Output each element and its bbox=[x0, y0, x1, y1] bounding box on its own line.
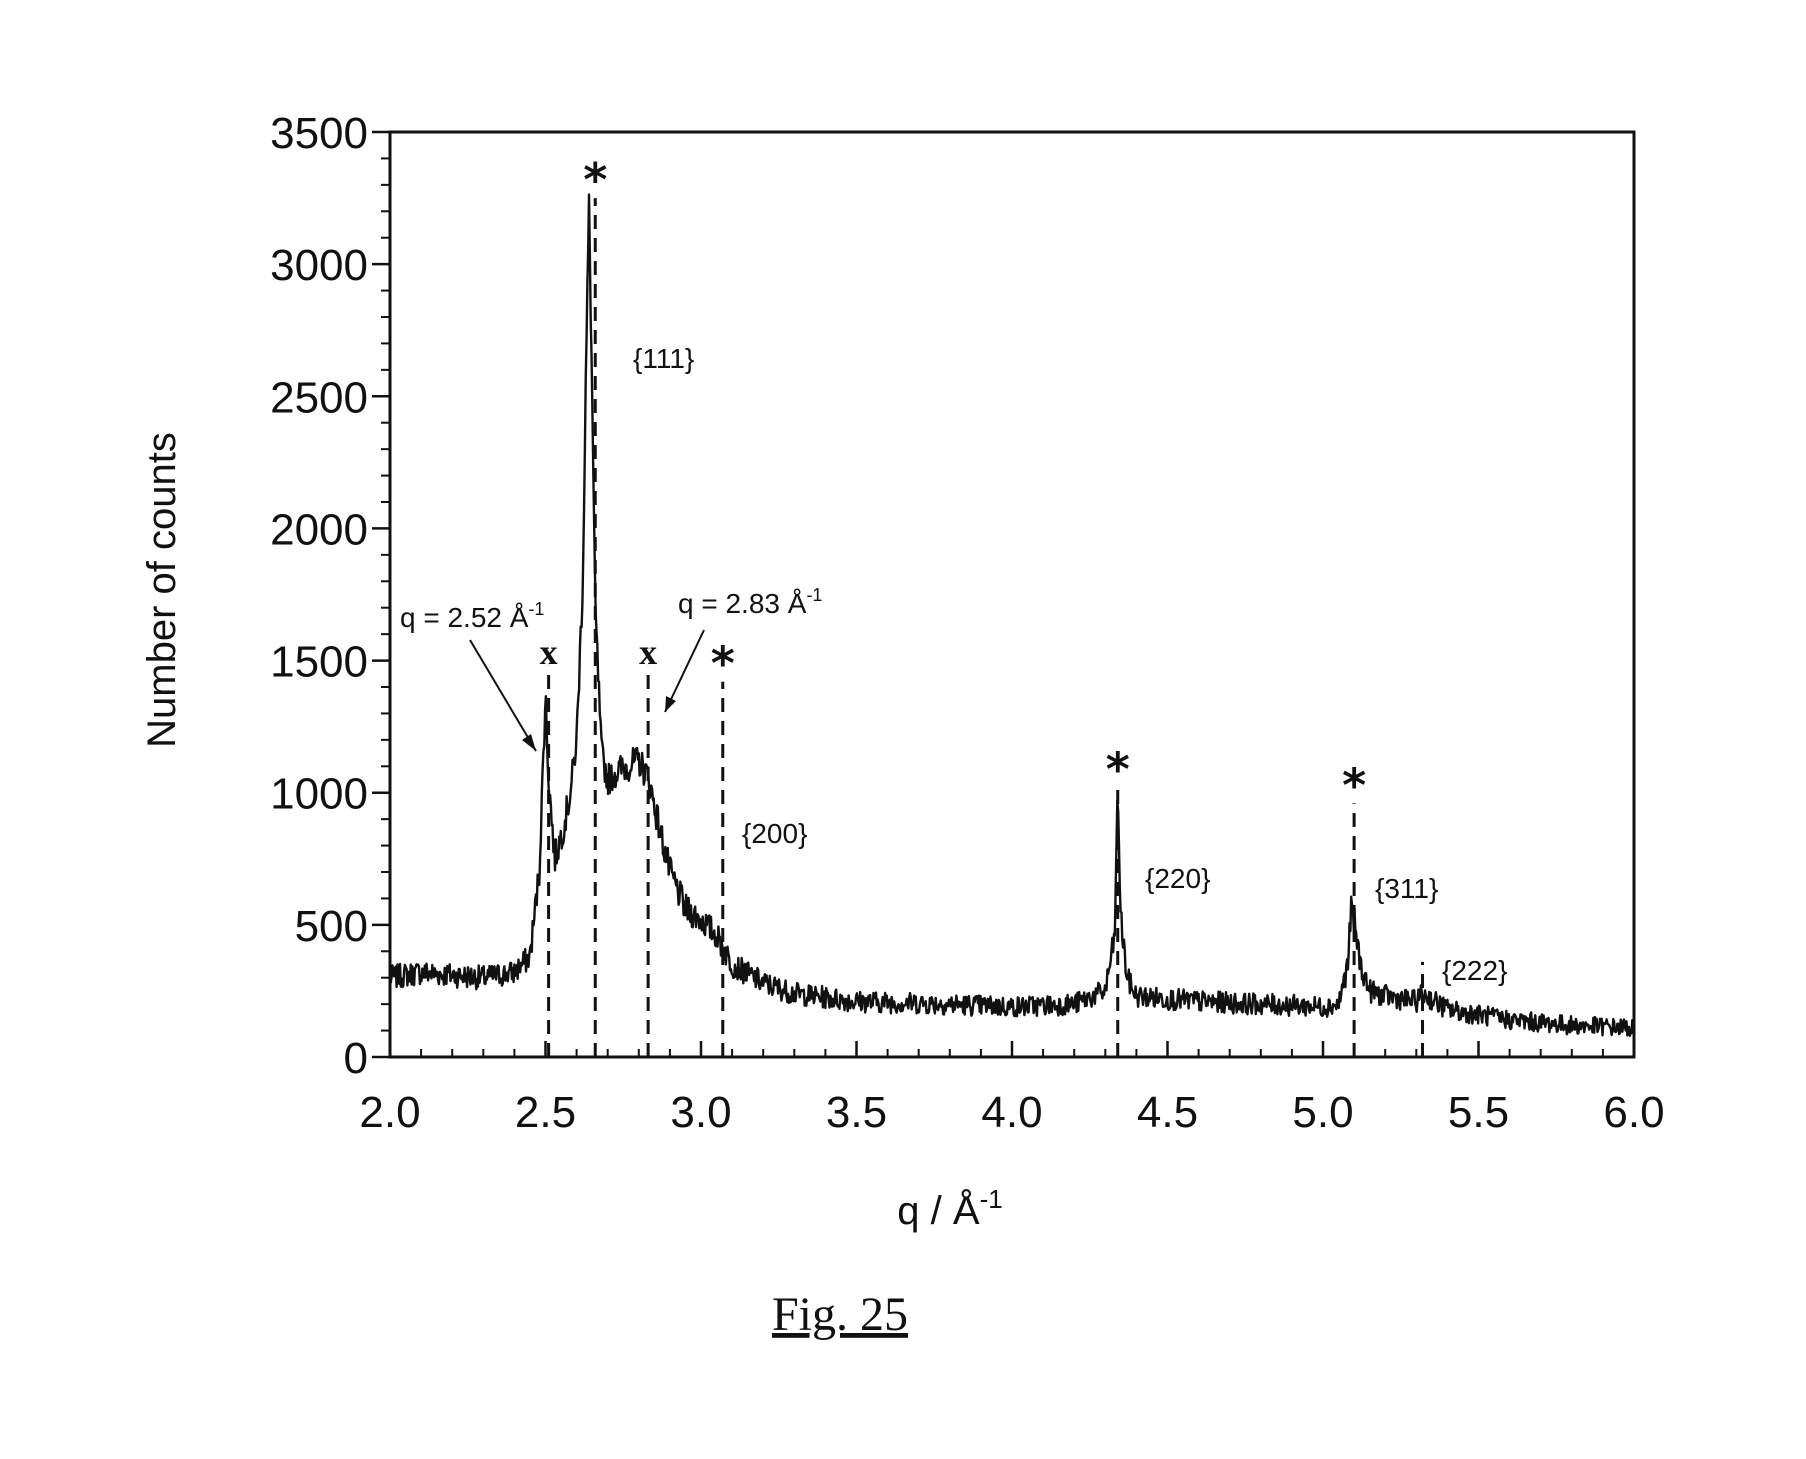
annotation-q1-text: q = 2.52 Å bbox=[400, 602, 529, 633]
y-tick-label: 2000 bbox=[270, 505, 368, 554]
star-marker: * bbox=[1106, 742, 1130, 796]
x-axis-title-sup: -1 bbox=[980, 1184, 1003, 1214]
peak-reference-lines bbox=[549, 198, 1423, 1057]
x-tick-label: 5.5 bbox=[1448, 1088, 1509, 1137]
x-tick-label: 2.5 bbox=[515, 1088, 576, 1137]
annotation-q2: q = 2.83 Å-1 bbox=[678, 585, 822, 619]
annotation-q2-text: q = 2.83 Å bbox=[678, 588, 807, 619]
annotation-q1-arrow bbox=[470, 640, 536, 751]
annotation-q2-arrowhead bbox=[665, 696, 676, 712]
x-tick-label: 2.0 bbox=[359, 1088, 420, 1137]
y-axis-ticks bbox=[372, 132, 390, 1057]
x-axis-title: q / Å-1 bbox=[897, 1184, 1002, 1233]
figure-caption: Fig. 25 bbox=[772, 1288, 908, 1341]
peak-markers: x * x * * * bbox=[540, 153, 1367, 812]
y-tick-label: 500 bbox=[295, 902, 368, 951]
annotation-q1-sup: -1 bbox=[528, 599, 544, 619]
y-tick-label: 3000 bbox=[270, 241, 368, 290]
star-marker: * bbox=[583, 153, 607, 207]
y-tick-label: 2500 bbox=[270, 373, 368, 422]
label-220: {220} bbox=[1145, 863, 1210, 894]
label-311: {311} bbox=[1375, 873, 1438, 904]
x-marker: x bbox=[639, 632, 657, 672]
label-111: {111} bbox=[633, 343, 694, 374]
series-line bbox=[390, 195, 1634, 1036]
y-tick-label: 0 bbox=[344, 1034, 368, 1083]
star-marker: * bbox=[1342, 758, 1366, 812]
x-tick-label: 3.5 bbox=[826, 1088, 887, 1137]
x-tick-label: 6.0 bbox=[1603, 1088, 1664, 1137]
x-axis-ticks bbox=[390, 1041, 1634, 1057]
y-tick-label: 1000 bbox=[270, 770, 368, 819]
label-222: {222} bbox=[1442, 955, 1507, 986]
x-axis-tick-labels: 2.0 2.5 3.0 3.5 4.0 4.5 5.0 5.5 6.0 bbox=[359, 1088, 1664, 1137]
y-axis-title: Number of counts bbox=[140, 432, 184, 748]
plot-frame bbox=[390, 132, 1634, 1057]
y-axis-tick-labels: 0 500 1000 1500 2000 2500 3000 3500 bbox=[270, 109, 368, 1083]
x-marker: x bbox=[540, 632, 558, 672]
star-marker: * bbox=[711, 637, 735, 691]
x-tick-label: 4.5 bbox=[1137, 1088, 1198, 1137]
annotation-q2-sup: -1 bbox=[806, 585, 822, 605]
x-tick-label: 3.0 bbox=[670, 1088, 731, 1137]
label-200: {200} bbox=[742, 818, 807, 849]
x-tick-label: 4.0 bbox=[981, 1088, 1042, 1137]
annotation-q1: q = 2.52 Å-1 bbox=[400, 599, 544, 633]
annotation-q1-arrowhead bbox=[522, 734, 536, 751]
x-tick-label: 5.0 bbox=[1292, 1088, 1353, 1137]
x-axis-title-text: q / Å bbox=[897, 1188, 980, 1233]
y-tick-label: 3500 bbox=[270, 109, 368, 158]
y-tick-label: 1500 bbox=[270, 638, 368, 687]
